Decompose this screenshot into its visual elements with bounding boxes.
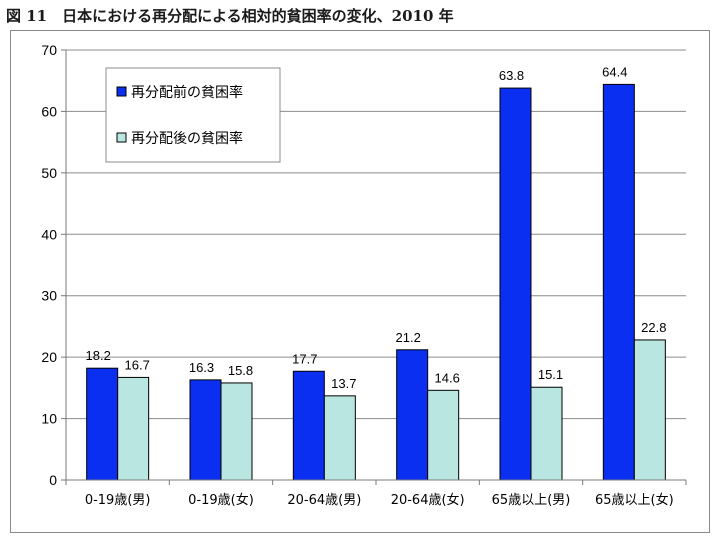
bars (86, 83, 666, 481)
bar-after-redistribution (633, 339, 666, 481)
legend-swatch (116, 86, 127, 97)
data-label: 22.8 (641, 320, 666, 335)
y-tick-label: 50 (41, 165, 57, 181)
data-label: 13.7 (331, 376, 356, 391)
legend-label: 再分配前の貧困率 (131, 84, 243, 101)
bar-before-redistribution (189, 379, 222, 481)
bar-after-redistribution (427, 389, 460, 481)
data-label: 14.6 (435, 370, 460, 385)
y-tick-label: 60 (41, 103, 57, 119)
data-label: 17.7 (292, 351, 317, 366)
data-label: 15.8 (228, 363, 253, 378)
y-tick-label: 70 (41, 42, 57, 58)
x-tick-label: 0-19歳(男) (85, 493, 151, 508)
data-label: 15.1 (538, 367, 563, 382)
bar-before-redistribution (396, 349, 429, 481)
x-tick-label: 20-64歳(女) (391, 492, 465, 508)
bar-after-redistribution (530, 386, 563, 481)
data-label: 16.3 (189, 360, 214, 375)
y-tick-label: 20 (41, 349, 57, 365)
data-labels: 18.2 16.7 16.3 15.8 17.7 13.7 21.2 14.6 63.8 15.1… (86, 64, 667, 390)
y-axis: 0 10 20 30 40 50 60 70 (41, 42, 67, 488)
y-tick-label: 30 (41, 288, 57, 304)
x-axis: 0-19歳(男) 0-19歳(女) 20-64歳(男) 20-64歳(女) 65歳以上(… (65, 479, 687, 508)
data-label: 18.2 (86, 348, 111, 363)
data-label: 16.7 (125, 357, 150, 372)
data-label: 21.2 (396, 330, 421, 345)
x-tick-label: 20-64歳(男) (287, 493, 361, 508)
bar-after-redistribution (220, 382, 253, 481)
bar-before-redistribution (499, 87, 532, 481)
bar-before-redistribution (602, 83, 635, 481)
y-tick-label: 40 (41, 226, 57, 242)
bar-before-redistribution (86, 367, 119, 481)
legend-swatch (116, 132, 127, 143)
data-label: 63.8 (499, 68, 524, 83)
y-tick-label: 10 (41, 411, 57, 427)
x-tick-label: 0-19歳(女) (188, 492, 254, 508)
x-tick-label: 65歳以上(女) (595, 492, 674, 508)
data-label: 64.4 (602, 64, 627, 79)
y-tick-label: 0 (49, 472, 57, 488)
legend-label: 再分配後の貧困率 (131, 130, 243, 147)
bar-after-redistribution (323, 395, 356, 481)
x-tick-label: 65歳以上(男) (492, 493, 571, 508)
bar-before-redistribution (292, 370, 325, 481)
legend-box (105, 67, 281, 163)
bar-after-redistribution (117, 376, 150, 481)
figure-title: 図 11 日本における再分配による相対的貧困率の変化、2010 年 (6, 7, 454, 25)
